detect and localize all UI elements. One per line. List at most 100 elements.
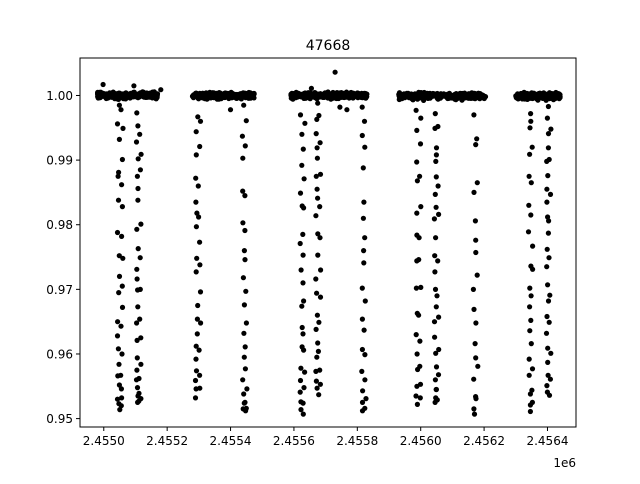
transit-point [545, 359, 551, 365]
transit-point [527, 125, 533, 131]
transit-column-20 [473, 136, 481, 402]
transit-point [435, 183, 441, 189]
transit-point [526, 372, 532, 378]
transit-point [529, 144, 535, 150]
transit-point [432, 286, 439, 292]
transit-point [300, 252, 306, 258]
transit-point [195, 114, 201, 120]
transit-point [315, 100, 321, 106]
transit-point [316, 392, 322, 398]
transit-point [196, 214, 202, 220]
transit-point [300, 146, 306, 152]
baseline-point [97, 92, 103, 98]
transit-point [134, 110, 140, 116]
transit-point [432, 111, 438, 117]
transit-column-9 [297, 112, 305, 413]
transit-point [472, 341, 478, 347]
transit-point [548, 350, 554, 356]
transit-point [301, 176, 307, 182]
transit-point [317, 367, 323, 373]
transit-point [529, 399, 536, 405]
transit-point [435, 258, 441, 264]
transit-point [138, 335, 144, 341]
transit-point [117, 407, 123, 413]
transit-point [134, 355, 140, 361]
transit-column-22 [528, 118, 536, 405]
transit-point [433, 145, 440, 151]
transit-point [362, 377, 368, 383]
baseline-point [428, 92, 434, 98]
transit-point [432, 377, 438, 383]
x-tick-label: 2.4564 [526, 434, 568, 448]
x-axis: 2.4550 2.4552 2.4554 2.4556 2.4558 2.4560 2.45… [83, 427, 568, 448]
transit-point [313, 326, 319, 332]
transit-point [431, 216, 437, 222]
transit-point [413, 107, 419, 113]
baseline-point [124, 92, 130, 98]
transit-point [317, 381, 323, 387]
baseline-point [295, 90, 301, 97]
transit-point [547, 376, 554, 382]
transit-point [433, 386, 439, 393]
transit-column-13 [359, 104, 367, 414]
transit-point [134, 320, 140, 326]
transit-point [546, 392, 553, 398]
transit-point [116, 136, 122, 142]
observing-season-4 [396, 89, 489, 103]
transit-point [545, 131, 552, 137]
baseline-point [317, 91, 323, 97]
transit-column-7 [239, 102, 247, 412]
transit-point [240, 155, 246, 161]
transit-point [527, 151, 533, 157]
transit-point [136, 390, 142, 396]
transit-point [471, 376, 477, 382]
transit-point [302, 369, 308, 375]
transit-point [433, 235, 439, 241]
transit-point [359, 399, 366, 405]
transit-point [195, 183, 201, 189]
transit-point [414, 159, 420, 165]
transit-point [362, 405, 368, 411]
transit-point [301, 205, 307, 211]
transit-point [119, 304, 126, 310]
transit-column-1 [114, 102, 123, 413]
transit-point [526, 202, 532, 208]
transit-point [193, 224, 199, 230]
transit-point [527, 304, 533, 310]
transit-point [301, 298, 307, 304]
transit-point [197, 372, 203, 378]
transit-point [435, 372, 442, 378]
transit-point [119, 395, 125, 401]
transit-point [134, 226, 140, 232]
transit-point [138, 221, 144, 227]
transit-point [134, 367, 140, 373]
transit-point [193, 368, 200, 374]
transit-point [133, 139, 140, 145]
transit-point [115, 197, 122, 203]
transit-point [544, 313, 550, 320]
transit-point [119, 156, 125, 163]
transit-point [547, 191, 554, 197]
baseline-layer [95, 89, 563, 103]
observing-season-1 [95, 89, 161, 102]
transit-column-6 [195, 118, 204, 391]
outlier-point [332, 69, 338, 75]
transit-point [313, 213, 319, 219]
outlier-point [308, 85, 314, 91]
transit-point [116, 290, 122, 296]
transit-point [241, 391, 247, 397]
transit-point [298, 267, 304, 273]
transit-point [529, 366, 536, 372]
transit-point [242, 257, 248, 263]
transit-point [134, 173, 140, 179]
transit-point [471, 189, 477, 195]
transit-point [242, 399, 248, 405]
baseline-point [453, 92, 459, 98]
baseline-point [466, 95, 472, 101]
x-tick-label: 2.4560 [400, 434, 442, 448]
transit-point [135, 185, 141, 192]
transit-point [359, 132, 365, 139]
transit-column-4 [136, 131, 144, 402]
transit-point [413, 332, 419, 338]
transit-point [193, 152, 199, 158]
